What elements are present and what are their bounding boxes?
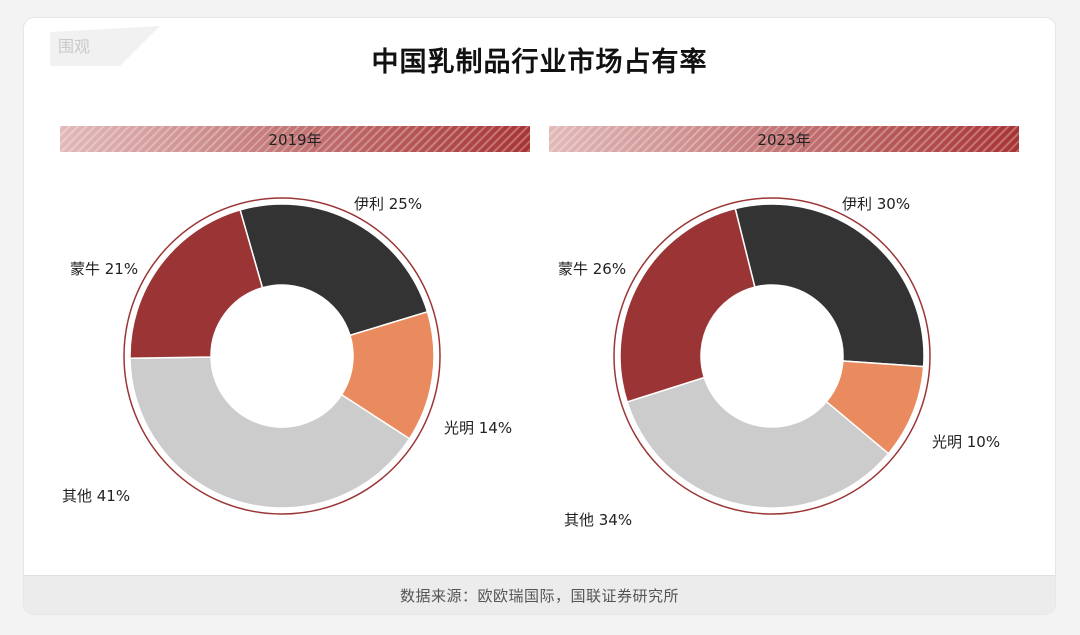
panel-header-2019-label: 2019年 (268, 130, 322, 149)
panel-header-2019: 2019年 (60, 126, 530, 152)
panel-header-2023-label: 2023年 (757, 130, 811, 149)
donut-slice-其他 (129, 356, 411, 509)
donut-slice-伊利 (734, 203, 925, 368)
donut-outer-ring (613, 197, 931, 515)
source-text: 数据来源：欧欧瑞国际，国联证券研究所 (399, 586, 679, 605)
watermark-text: 围观 (58, 37, 90, 56)
slice-label-光明: 光明 10% (932, 433, 1000, 451)
panel-header-2023: 2023年 (549, 126, 1019, 152)
slice-label-其他: 其他 34% (564, 511, 632, 529)
donut-charts: 伊利 25% 光明 14% 其他 41% 蒙牛 21% 伊利 30% 光明 10% 其他 3… (62, 195, 1000, 529)
donut-slice-蒙牛 (129, 208, 264, 360)
slice-label-伊利: 伊利 30% (842, 195, 910, 213)
slice-label-伊利: 伊利 25% (354, 195, 422, 213)
slice-label-光明: 光明 14% (444, 419, 512, 437)
donut-outer-ring (123, 197, 441, 515)
slice-label-蒙牛: 蒙牛 26% (558, 260, 626, 278)
chart-card: 围观 中国乳制品行业市场占有率 2019年 2023年 伊利 25% 光明 14%… (24, 18, 1055, 614)
donut-slice-伊利 (239, 203, 429, 337)
slice-label-蒙牛: 蒙牛 21% (70, 260, 138, 278)
donut-slice-其他 (626, 376, 890, 509)
slice-label-其他: 其他 41% (62, 487, 130, 505)
donut-slice-蒙牛 (619, 207, 756, 403)
chart-title: 中国乳制品行业市场占有率 (371, 47, 708, 78)
footer-source: 数据来源：欧欧瑞国际，国联证券研究所 (24, 575, 1055, 614)
watermark-logo: 围观 (50, 26, 160, 66)
